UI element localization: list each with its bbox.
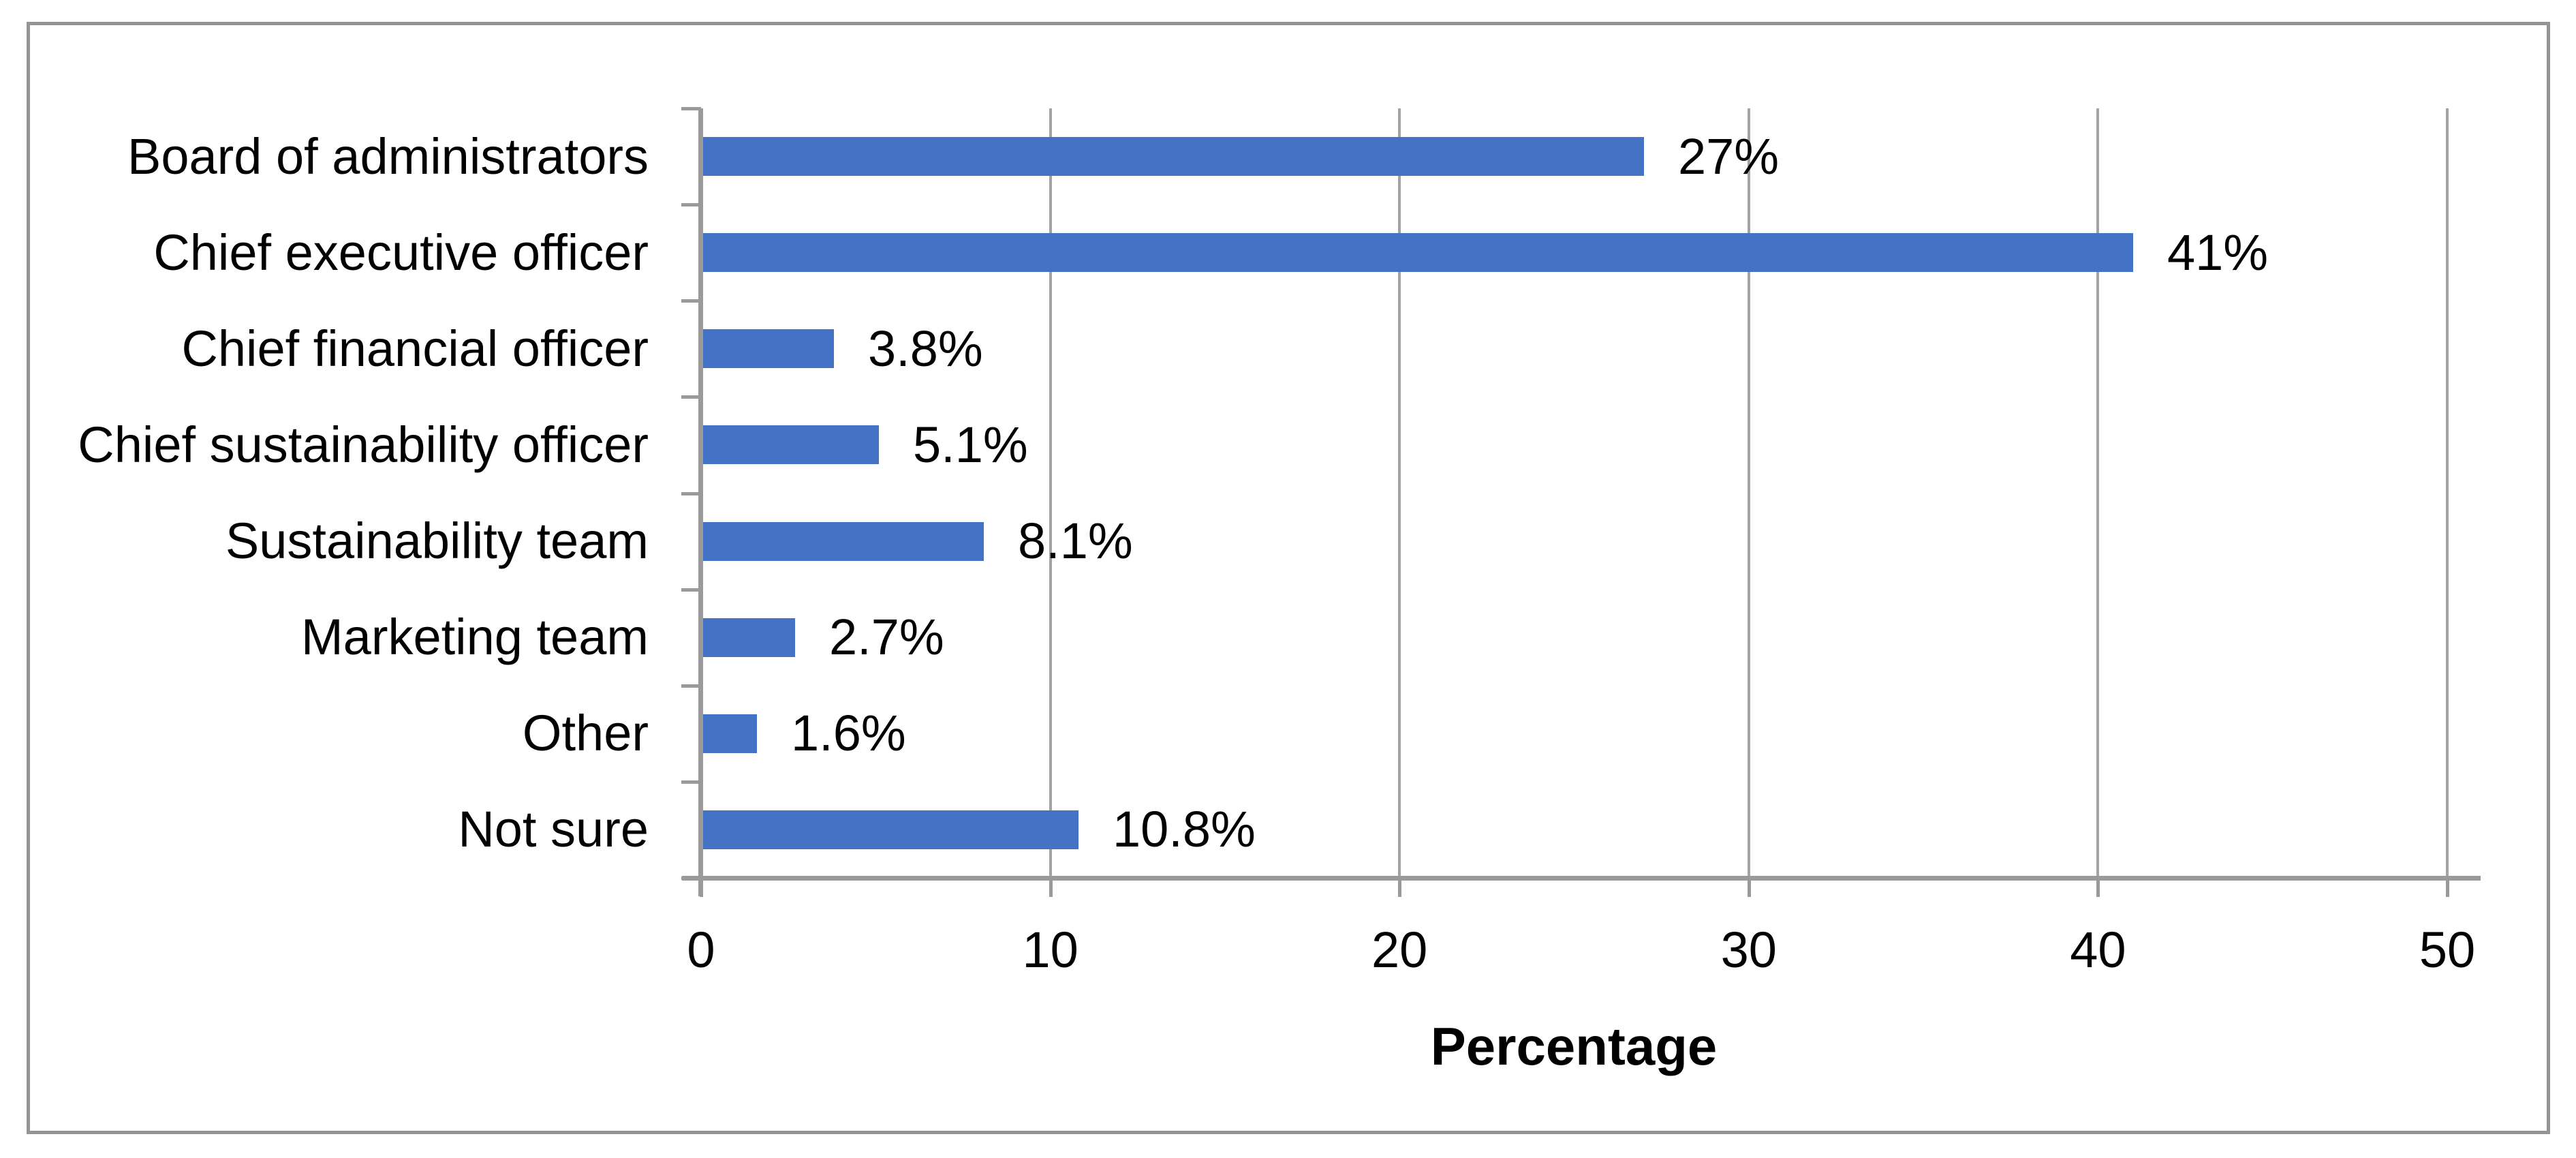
bar-chief-executive-officer [701,233,2133,272]
value-label: 8.1% [1018,513,1133,569]
y-axis-tick [681,395,701,399]
x-tick-label: 10 [1022,921,1078,978]
y-axis-tick [681,203,701,207]
x-axis-tick [2096,881,2100,897]
x-axis-title: Percentage [1430,1016,1718,1076]
x-tick-label: 30 [1720,921,1777,978]
y-axis-tick [681,107,701,110]
gridline [1747,108,1750,878]
bar-chief-financial-officer [701,329,834,368]
x-tick-label: 20 [1371,921,1428,978]
chart-border [27,22,2550,1134]
gridline [2096,108,2100,878]
value-label: 41% [2167,224,2269,281]
y-axis-tick [681,491,701,496]
value-label: 5.1% [913,416,1028,473]
value-label: 3.8% [868,320,983,377]
category-label: Marketing team [301,609,649,665]
bar-sustainability-team [701,522,984,561]
category-label: Other [522,705,649,761]
category-label: Board of administrators [127,128,649,185]
x-tick-label: 40 [2070,921,2126,978]
bar-chief-sustainability-officer [701,425,879,464]
x-tick-label: 50 [2419,921,2476,978]
x-axis-tick [1747,881,1751,897]
y-axis-tick [681,299,701,303]
category-label: Chief financial officer [181,320,649,377]
bar-other [701,714,757,753]
value-label: 10.8% [1113,801,1256,857]
bar-not-sure [701,810,1078,849]
category-label: Chief sustainability officer [78,416,649,473]
x-tick-label: 0 [687,921,715,978]
y-axis-tick [681,588,701,592]
category-label: Not sure [458,801,649,857]
x-axis-tick [2446,881,2449,897]
x-axis-tick [1049,881,1053,897]
value-label: 27% [1678,128,1780,185]
y-axis-tick [681,684,701,688]
gridline [1398,108,1401,878]
bar-board-of-administrators [701,137,1644,176]
category-label: Sustainability team [225,513,649,569]
gridline [2446,108,2449,878]
x-axis-tick [1398,881,1402,897]
x-axis-line [682,876,2481,881]
y-axis-line [698,108,703,896]
bar-marketing-team [701,618,795,657]
gridline [1049,108,1052,878]
y-axis-tick [681,780,701,784]
category-label: Chief executive officer [153,224,649,281]
value-label: 1.6% [791,705,906,761]
value-label: 2.7% [829,609,944,665]
